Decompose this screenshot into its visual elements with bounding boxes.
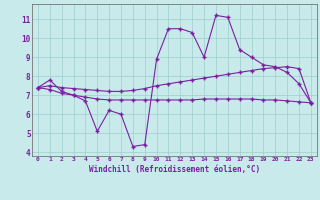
X-axis label: Windchill (Refroidissement éolien,°C): Windchill (Refroidissement éolien,°C) (89, 165, 260, 174)
